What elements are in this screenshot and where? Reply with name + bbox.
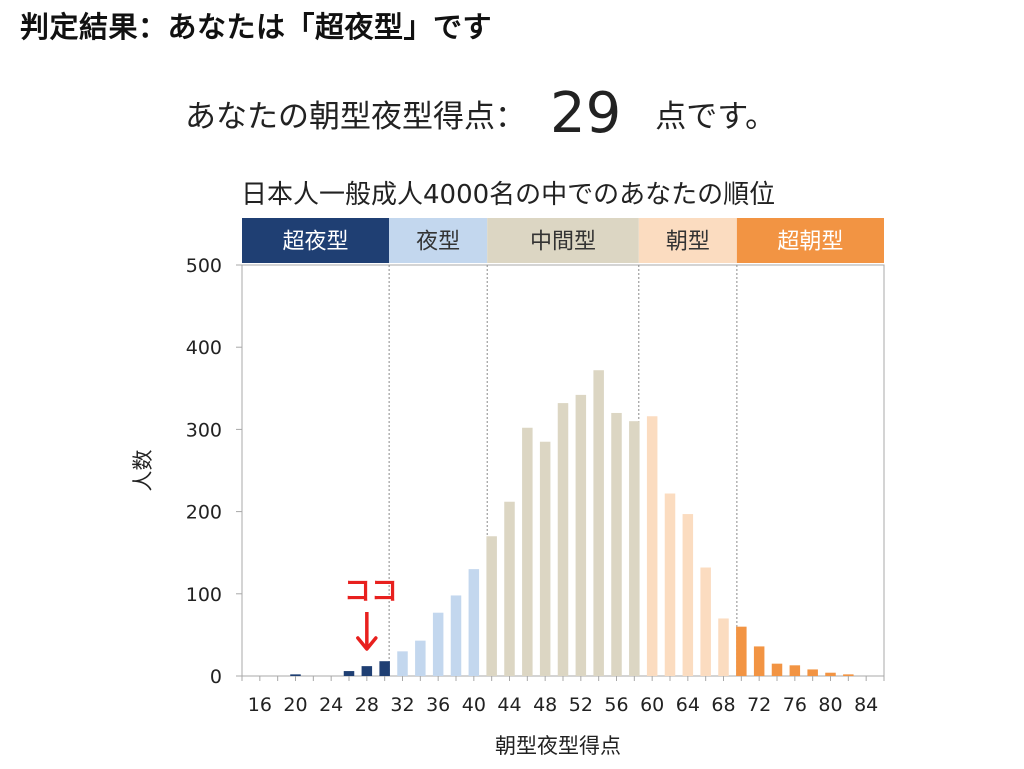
x-tick-label-72: 72 (747, 694, 771, 716)
bar-68 (718, 618, 729, 676)
x-tick-label-56: 56 (604, 694, 628, 716)
bar-82 (843, 674, 854, 676)
bar-72 (753, 646, 765, 676)
band-1 (389, 218, 488, 263)
y-tick-label-200: 200 (186, 502, 222, 524)
x-tick-label-60: 60 (640, 694, 664, 716)
x-axis: 16 20 24 28 32 36 40 44 48 52 56 60 64 68 72 76 80 84 (241, 676, 885, 716)
band-label-0: 超夜型 (283, 230, 349, 255)
bar-60 (646, 416, 658, 676)
category-bands: 超夜型 夜型 中間型 朝型 超朝型 (242, 218, 884, 263)
bar-56 (611, 412, 622, 676)
x-tick-label-68: 68 (711, 694, 735, 716)
bar-58 (629, 421, 640, 676)
x-axis-label: 朝型夜型得点 (495, 734, 621, 758)
y-axis: 0 100 200 300 400 500 (186, 255, 242, 688)
band-label-2: 中間型 (530, 230, 596, 255)
bars (290, 370, 854, 676)
x-tick-label-32: 32 (390, 694, 414, 716)
bar-52 (575, 394, 587, 676)
y-tick-label-500: 500 (186, 255, 222, 277)
bar-42 (486, 536, 497, 676)
y-tick-label-0: 0 (210, 666, 222, 688)
bar-34 (415, 640, 426, 676)
y-tick-label-400: 400 (186, 337, 222, 359)
band-3 (638, 218, 737, 263)
marker-arrow-head (356, 636, 378, 651)
x-tick-label-52: 52 (569, 694, 593, 716)
x-tick-label-16: 16 (248, 694, 272, 716)
chart-title: 日本人一般成人4000名の中でのあなたの順位 (241, 180, 776, 210)
x-tick-label-36: 36 (426, 694, 450, 716)
bar-36 (432, 612, 444, 676)
bar-20 (290, 674, 301, 676)
marker-label: ココ (344, 576, 398, 607)
bar-50 (557, 403, 569, 676)
band-label-3: 朝型 (666, 230, 710, 255)
x-tick-label-76: 76 (783, 694, 807, 716)
score-value: 29 (550, 80, 622, 146)
score-suffix: 点です。 (655, 98, 777, 135)
bar-32 (397, 651, 408, 676)
y-tick-label-100: 100 (186, 584, 222, 606)
bar-70 (736, 626, 747, 676)
band-4 (736, 218, 884, 263)
x-tick-label-80: 80 (818, 694, 842, 716)
x-tick-label-20: 20 (283, 694, 307, 716)
bar-26 (343, 671, 355, 676)
bar-64 (682, 514, 694, 676)
position-marker: ココ (344, 576, 398, 651)
score-prefix: あなたの朝型夜型得点： (185, 98, 526, 135)
bar-28 (361, 666, 373, 676)
bar-30 (379, 661, 390, 676)
bar-44 (504, 501, 515, 676)
bar-40 (468, 569, 480, 676)
score-line: あなたの朝型夜型得点： 29 点です。 (185, 78, 776, 148)
x-tick-label-84: 84 (854, 694, 878, 716)
band-0 (242, 218, 390, 263)
bar-78 (807, 669, 818, 676)
result-title: 判定結果：あなたは「超夜型」です (20, 10, 493, 44)
x-tick-label-44: 44 (497, 694, 521, 716)
x-tick-label-28: 28 (355, 694, 379, 716)
x-tick-label-64: 64 (676, 694, 700, 716)
bar-74 (771, 663, 783, 676)
bar-54 (593, 370, 604, 676)
bar-46 (522, 427, 533, 676)
bar-48 (539, 441, 551, 676)
bar-80 (825, 672, 836, 676)
bar-62 (664, 493, 676, 676)
y-tick-label-300: 300 (186, 419, 222, 441)
band-2 (487, 218, 639, 263)
y-axis-label: 人数 (131, 450, 155, 492)
bar-38 (450, 595, 462, 676)
x-tick-label-24: 24 (319, 694, 343, 716)
bar-76 (789, 665, 801, 676)
x-tick-label-48: 48 (533, 694, 557, 716)
bar-66 (700, 567, 711, 676)
band-label-4: 超朝型 (777, 230, 843, 255)
band-label-1: 夜型 (416, 230, 460, 255)
x-tick-label-40: 40 (462, 694, 486, 716)
